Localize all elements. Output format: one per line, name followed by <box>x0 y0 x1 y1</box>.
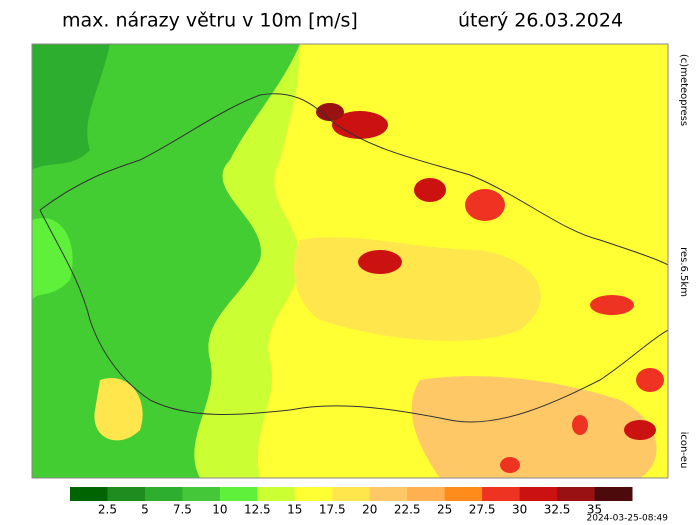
legend-swatch <box>294 487 333 501</box>
credit-label: (c)meteopress <box>678 54 689 126</box>
legend-swatch <box>182 487 221 501</box>
legend-swatch <box>219 487 258 501</box>
legend-swatch <box>444 487 483 501</box>
legend-tick-label: 7.5 <box>173 503 192 517</box>
legend-tick-label: 27.5 <box>469 503 496 517</box>
legend-swatch <box>70 487 108 501</box>
legend-swatch <box>369 487 408 501</box>
legend-swatch <box>482 487 521 501</box>
legend-swatch <box>107 487 146 501</box>
legend-tick-label: 2.5 <box>98 503 117 517</box>
legend-tick-label: 12.5 <box>244 503 271 517</box>
legend-swatch <box>519 487 558 501</box>
resolution-label: res.6.5km <box>678 247 689 297</box>
legend-tick-label: 5 <box>141 503 149 517</box>
map <box>31 43 669 479</box>
legend-swatch <box>557 487 596 501</box>
legend-tick-label: 32.5 <box>544 503 571 517</box>
legend-swatch <box>594 487 633 501</box>
legend-swatch <box>144 487 183 501</box>
title: max. nárazy větru v 10m [m/s] <box>62 10 358 32</box>
legend-tick-label: 17.5 <box>319 503 346 517</box>
legend-tick-label: 35 <box>587 503 602 517</box>
legend-tick-label: 20 <box>362 503 377 517</box>
legend: 2.5 5 7.5 10 12.5 15 17.5 20 22.5 25 27.5 30 32.5 35 <box>70 487 633 517</box>
model-label: icon-eu <box>678 432 689 469</box>
legend-tick-label: 15 <box>287 503 302 517</box>
legend-swatch <box>407 487 446 501</box>
legend-swatch <box>257 487 296 501</box>
legend-tick-label: 22.5 <box>394 503 421 517</box>
legend-tick-label: 10 <box>212 503 227 517</box>
timestamp: 2024-03-25-08:49 <box>587 514 669 524</box>
legend-tick-label: 30 <box>512 503 527 517</box>
date: úterý 26.03.2024 <box>458 10 623 32</box>
legend-swatch <box>332 487 371 501</box>
legend-tick-label: 25 <box>437 503 452 517</box>
